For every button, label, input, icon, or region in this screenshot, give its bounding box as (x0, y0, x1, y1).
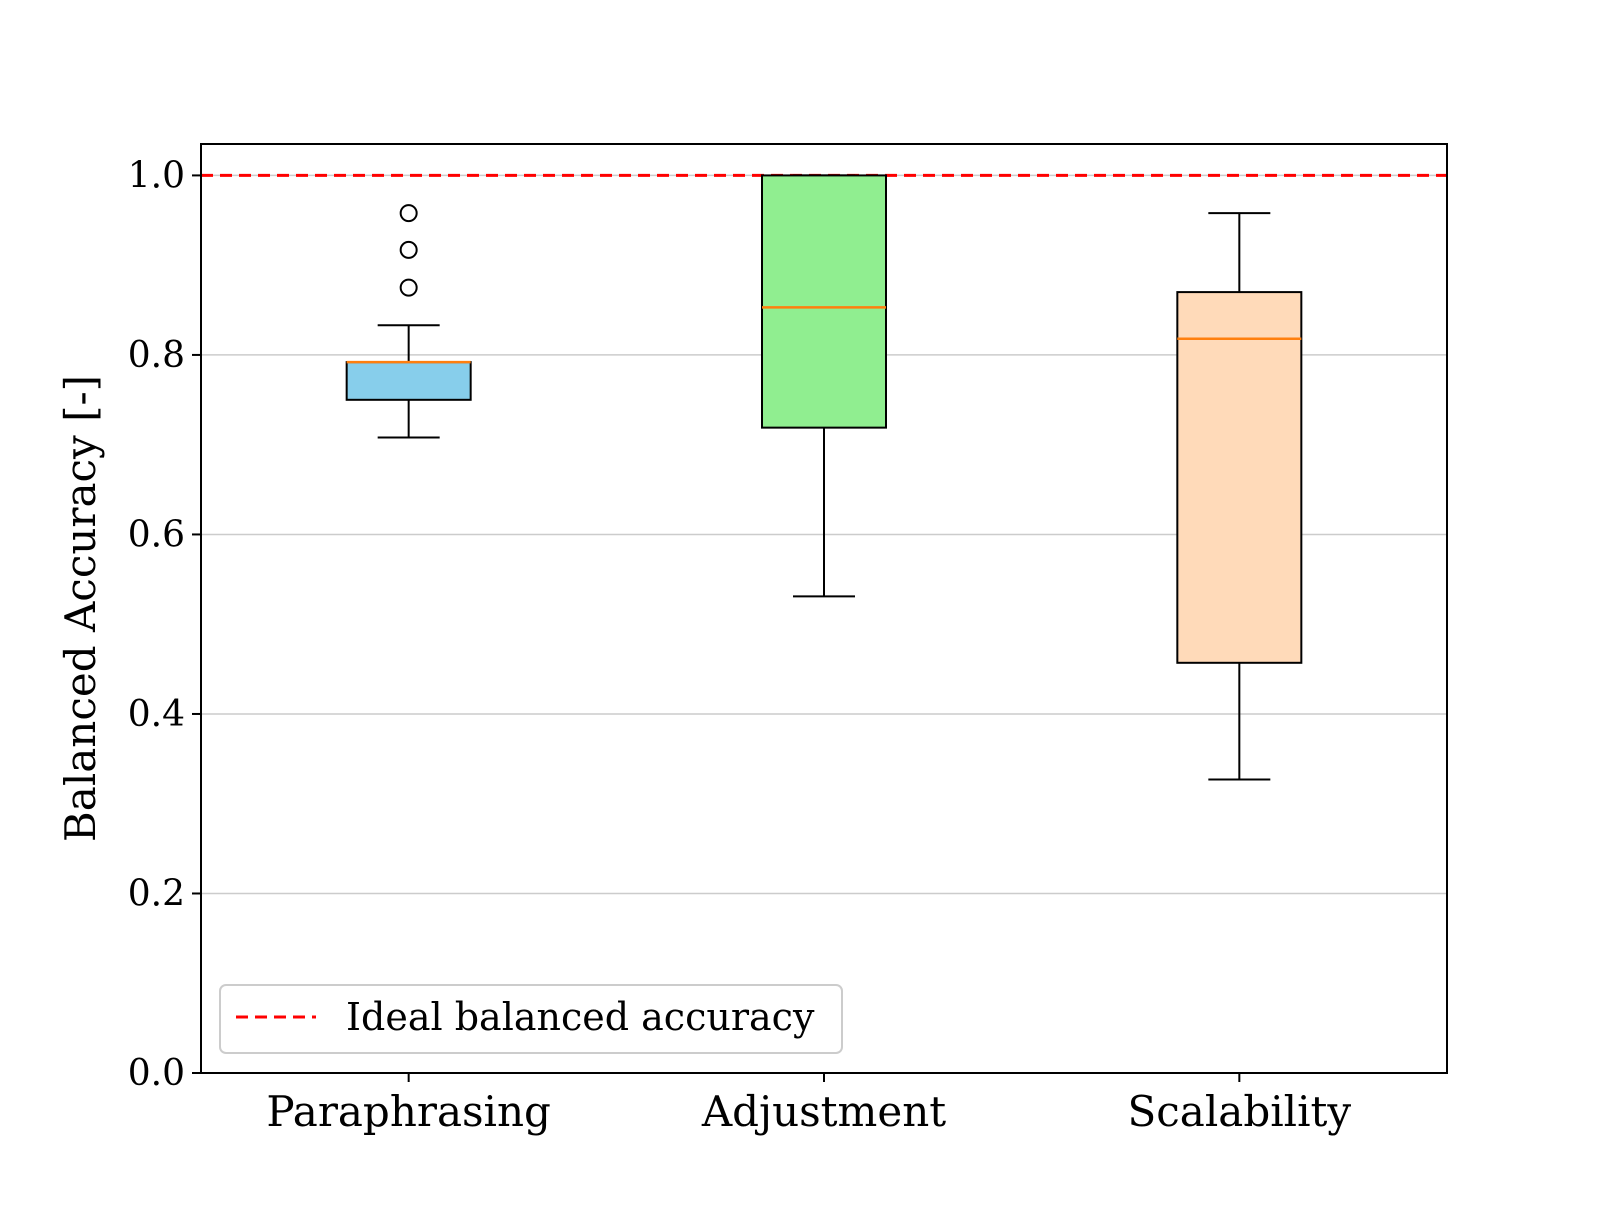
x-tick-label: Paraphrasing (266, 1087, 551, 1136)
iqr-box (345, 361, 472, 401)
y-tick-label: 0.8 (128, 335, 185, 376)
legend-entry-ideal: Ideal balanced accuracy (346, 995, 815, 1039)
outlier-point (399, 204, 418, 223)
x-tick-label: Scalability (1128, 1087, 1352, 1136)
box-group-paraphrasing (345, 204, 472, 439)
legend-box (219, 984, 843, 1054)
outlier-point (399, 240, 418, 259)
y-tick-label: 0.4 (128, 694, 185, 735)
y-tick-label: 0.2 (128, 873, 185, 914)
y-axis: 0.0 0.2 0.4 0.6 0.8 1.0 (128, 155, 201, 1094)
x-tick-label: Adjustment (701, 1087, 946, 1136)
y-tick-label: 0.0 (128, 1053, 185, 1094)
iqr-box (761, 174, 887, 429)
x-axis: Paraphrasing Adjustment Scalability (266, 1073, 1351, 1136)
legend: Ideal balanced accuracy (219, 984, 843, 1054)
box-layer (345, 174, 1303, 781)
outlier-point (399, 278, 418, 297)
box-group-adjustment (761, 174, 887, 598)
y-tick-label: 1.0 (128, 155, 185, 196)
y-axis-title: Balanced Accuracy [-] (56, 375, 105, 842)
box-group-scalability (1176, 212, 1303, 781)
iqr-box (1176, 291, 1303, 664)
y-tick-label: 0.6 (128, 514, 185, 555)
